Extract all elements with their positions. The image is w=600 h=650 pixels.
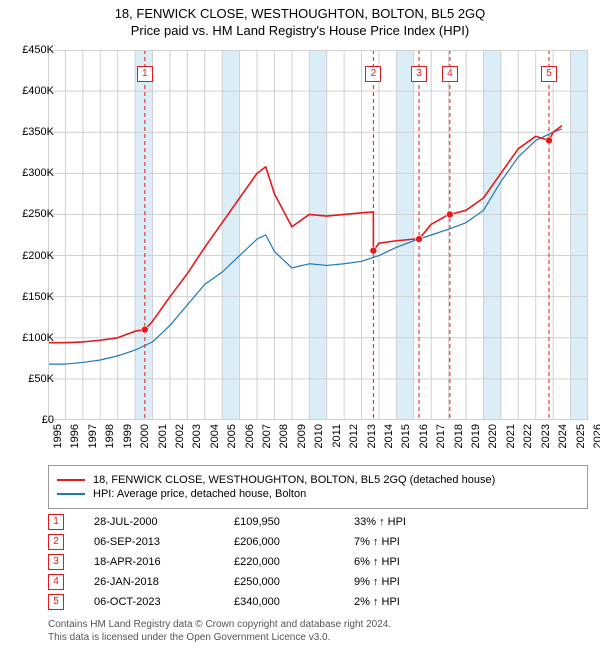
sale-delta: 9% ↑ HPI	[354, 576, 474, 588]
table-row: 5 06-OCT-2023£340,0002% ↑ HPI	[48, 592, 570, 612]
x-tick-label: 2021	[505, 424, 517, 448]
chart-container: 18, FENWICK CLOSE, WESTHOUGHTON, BOLTON,…	[0, 0, 600, 650]
footer-line2: This data is licensed under the Open Gov…	[48, 631, 391, 644]
y-tick-label: £200K	[22, 250, 54, 262]
sale-number-box: 2	[48, 534, 64, 550]
sale-number-box: 1	[48, 514, 64, 530]
sale-date: 28-JUL-2000	[94, 516, 234, 528]
legend-swatch	[57, 479, 85, 481]
x-tick-label: 2023	[540, 424, 552, 448]
y-tick-label: £450K	[22, 44, 54, 56]
sale-price: £109,950	[234, 516, 354, 528]
sale-delta: 33% ↑ HPI	[354, 516, 474, 528]
sale-marker-label: 5	[541, 66, 557, 82]
x-tick-label: 2004	[209, 424, 221, 448]
x-tick-label: 2025	[575, 424, 587, 448]
sale-delta: 6% ↑ HPI	[354, 556, 474, 568]
table-row: 2 06-SEP-2013£206,0007% ↑ HPI	[48, 532, 570, 552]
plot-area	[48, 50, 588, 420]
sale-number-box: 4	[48, 574, 64, 590]
x-tick-label: 2005	[226, 424, 238, 448]
plot-svg	[48, 50, 588, 420]
x-tick-label: 2006	[244, 424, 256, 448]
sale-price: £206,000	[234, 536, 354, 548]
footer: Contains HM Land Registry data © Crown c…	[48, 618, 391, 644]
y-tick-label: £300K	[22, 167, 54, 179]
x-tick-label: 2022	[522, 424, 534, 448]
sales-table: 1 28-JUL-2000£109,95033% ↑ HPI 2 06-SEP-201…	[48, 512, 570, 612]
x-tick-label: 2019	[470, 424, 482, 448]
x-tick-label: 1999	[122, 424, 134, 448]
sale-price: £340,000	[234, 596, 354, 608]
y-tick-label: £350K	[22, 126, 54, 138]
sale-delta: 2% ↑ HPI	[354, 596, 474, 608]
title-subtitle: Price paid vs. HM Land Registry's House …	[0, 23, 600, 38]
sale-number-box: 3	[48, 554, 64, 570]
legend-item: 18, FENWICK CLOSE, WESTHOUGHTON, BOLTON,…	[57, 474, 579, 486]
x-tick-label: 2012	[348, 424, 360, 448]
x-tick-label: 1997	[87, 424, 99, 448]
legend-label: HPI: Average price, detached house, Bolt…	[93, 488, 306, 500]
x-tick-label: 2020	[487, 424, 499, 448]
sale-marker-label: 2	[365, 66, 381, 82]
x-tick-label: 2010	[313, 424, 325, 448]
table-row: 3 18-APR-2016£220,0006% ↑ HPI	[48, 552, 570, 572]
sale-marker-label: 1	[137, 66, 153, 82]
table-row: 4 26-JAN-2018£250,0009% ↑ HPI	[48, 572, 570, 592]
table-row: 1 28-JUL-2000£109,95033% ↑ HPI	[48, 512, 570, 532]
y-tick-label: £50K	[28, 373, 54, 385]
x-tick-label: 2009	[296, 424, 308, 448]
sale-number-box: 5	[48, 594, 64, 610]
title-block: 18, FENWICK CLOSE, WESTHOUGHTON, BOLTON,…	[0, 0, 600, 38]
sale-date: 26-JAN-2018	[94, 576, 234, 588]
x-tick-label: 2000	[139, 424, 151, 448]
x-tick-label: 1996	[69, 424, 81, 448]
footer-line1: Contains HM Land Registry data © Crown c…	[48, 618, 391, 631]
x-tick-label: 2007	[261, 424, 273, 448]
x-tick-label: 2016	[418, 424, 430, 448]
x-tick-label: 2015	[400, 424, 412, 448]
sale-marker-label: 3	[411, 66, 427, 82]
sale-date: 06-SEP-2013	[94, 536, 234, 548]
x-tick-label: 2018	[453, 424, 465, 448]
x-tick-label: 2001	[157, 424, 169, 448]
sale-date: 18-APR-2016	[94, 556, 234, 568]
legend: 18, FENWICK CLOSE, WESTHOUGHTON, BOLTON,…	[48, 465, 588, 509]
x-tick-label: 2011	[331, 424, 343, 448]
sale-price: £220,000	[234, 556, 354, 568]
x-tick-label: 2024	[557, 424, 569, 448]
sale-delta: 7% ↑ HPI	[354, 536, 474, 548]
x-tick-label: 1995	[52, 424, 64, 448]
y-tick-label: £100K	[22, 332, 54, 344]
legend-label: 18, FENWICK CLOSE, WESTHOUGHTON, BOLTON,…	[93, 474, 495, 486]
x-tick-label: 2014	[383, 424, 395, 448]
x-tick-label: 2017	[435, 424, 447, 448]
legend-swatch	[57, 493, 85, 495]
legend-item: HPI: Average price, detached house, Bolt…	[57, 488, 579, 500]
sale-date: 06-OCT-2023	[94, 596, 234, 608]
sale-price: £250,000	[234, 576, 354, 588]
x-tick-label: 2013	[366, 424, 378, 448]
title-address: 18, FENWICK CLOSE, WESTHOUGHTON, BOLTON,…	[0, 6, 600, 21]
x-tick-label: 2003	[191, 424, 203, 448]
y-tick-label: £250K	[22, 208, 54, 220]
sale-marker-label: 4	[442, 66, 458, 82]
y-tick-label: £400K	[22, 85, 54, 97]
x-tick-label: 2026	[592, 424, 600, 448]
x-tick-label: 1998	[104, 424, 116, 448]
x-tick-label: 2008	[278, 424, 290, 448]
y-tick-label: £150K	[22, 291, 54, 303]
x-tick-label: 2002	[174, 424, 186, 448]
